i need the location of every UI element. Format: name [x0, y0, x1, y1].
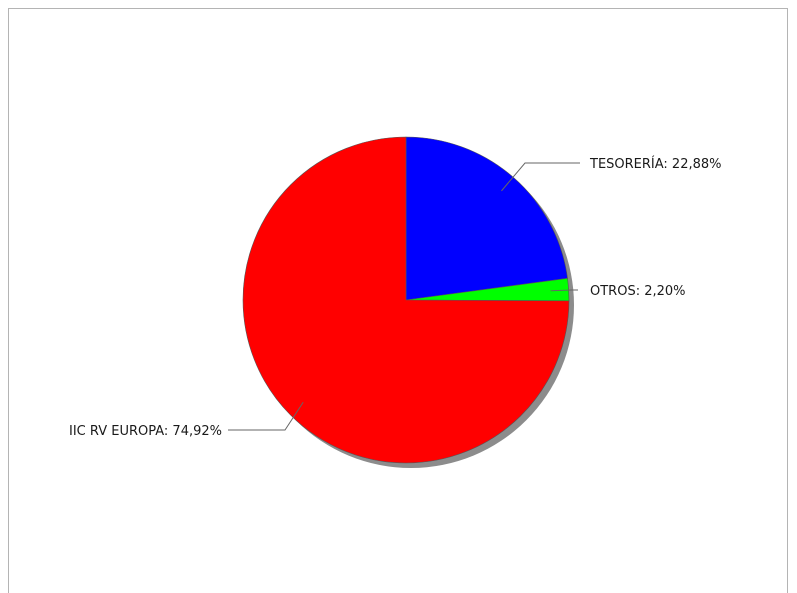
slice-label-1: OTROS: 2,20% — [590, 284, 686, 299]
leader-line-1 — [550, 289, 578, 292]
pie-slice-2[interactable] — [242, 136, 570, 464]
pie-slices — [242, 136, 570, 464]
leader-line-2 — [228, 401, 304, 431]
slice-label-2: IIC RV EUROPA: 74,92% — [69, 424, 222, 439]
slice-label-0: TESORERÍA: 22,88% — [589, 156, 722, 172]
slice-labels: TESORERÍA: 22,88% OTROS: 2,20% IIC RV EURO… — [69, 156, 721, 439]
leader-line-0 — [501, 162, 580, 192]
pie-slice-0[interactable] — [405, 136, 568, 301]
